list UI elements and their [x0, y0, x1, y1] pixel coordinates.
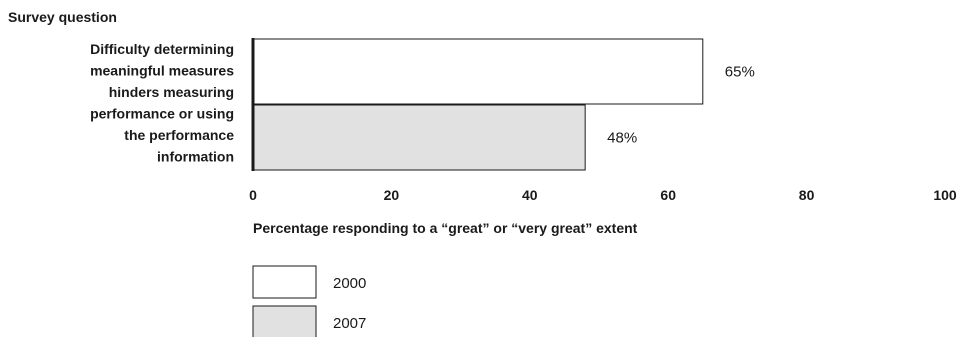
legend-label-2007: 2007 — [333, 315, 366, 332]
category-label-line: information — [157, 149, 234, 165]
category-label: Difficulty determining meaningful measure… — [90, 41, 234, 165]
x-tick-label: 20 — [384, 187, 400, 203]
category-label-line: meaningful measures — [90, 63, 234, 79]
category-label-line: hinders measuring — [109, 84, 234, 100]
category-label-group: Difficulty determining meaningful measure… — [90, 41, 234, 165]
x-axis-label: Percentage responding to a “great” or “v… — [253, 220, 638, 236]
category-label-line: Difficulty determining — [90, 41, 234, 57]
x-tick-label: 60 — [660, 187, 676, 203]
legend-label-2000: 2000 — [333, 275, 366, 292]
bars-group — [252, 38, 704, 171]
value-label-group: 65% 48% — [607, 64, 755, 147]
x-tick-label: 0 — [249, 187, 257, 203]
legend: 2000 2007 — [252, 265, 366, 337]
survey-question-heading: Survey question — [8, 9, 117, 25]
legend-swatch-2000 — [252, 265, 317, 299]
bar-2007 — [252, 104, 586, 171]
category-label-line: the performance — [124, 127, 234, 143]
bar-2000 — [252, 38, 704, 105]
x-tick-label: 80 — [799, 187, 815, 203]
category-label-line: performance or using — [90, 106, 234, 122]
value-label-2007: 48% — [607, 130, 637, 147]
x-tick-label: 40 — [522, 187, 538, 203]
x-tick-label: 100 — [933, 187, 957, 203]
x-tick-label-group: 0 20 40 60 80 100 — [249, 187, 957, 203]
value-label-2000: 65% — [725, 64, 755, 81]
legend-swatch-2007 — [252, 305, 317, 337]
